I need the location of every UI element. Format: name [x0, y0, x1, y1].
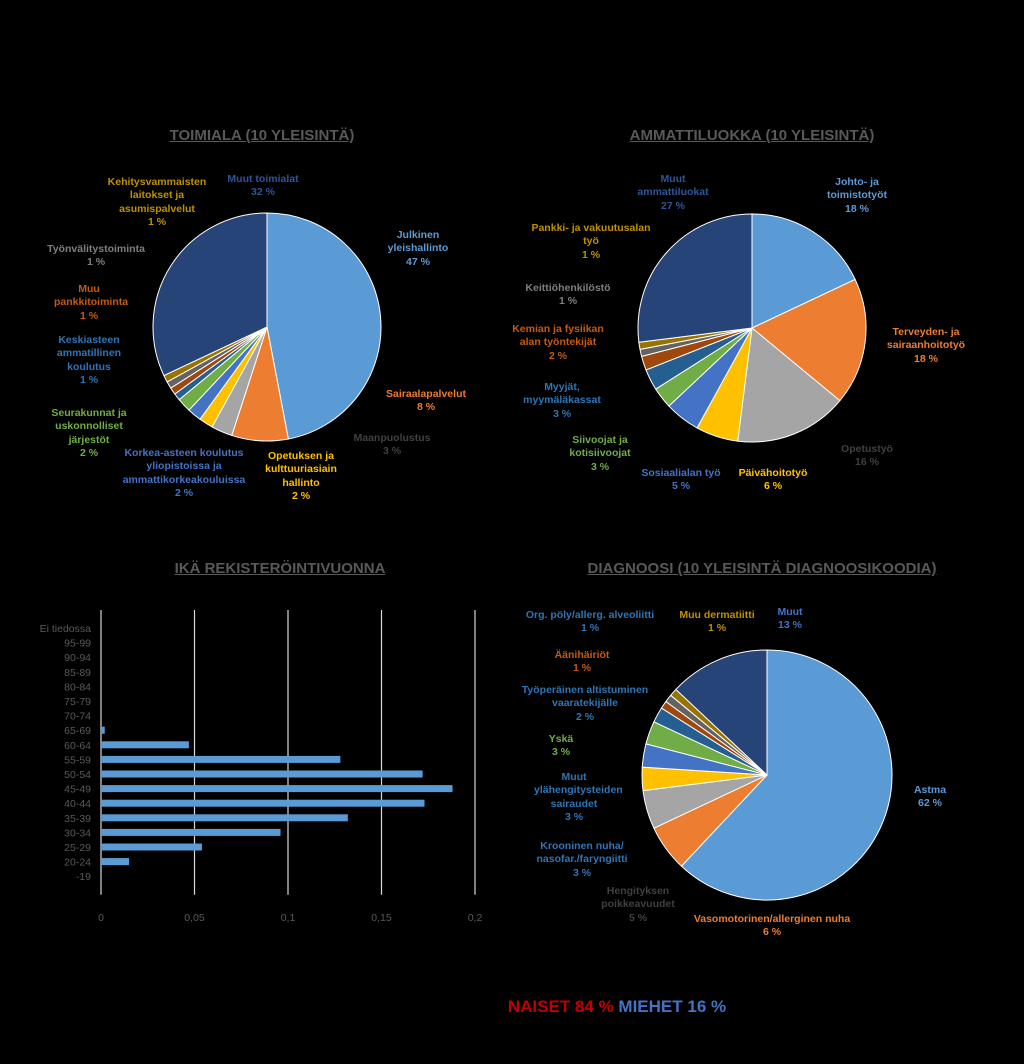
slice-label: Vasomotorinen/allerginen nuha 6 % — [693, 913, 851, 939]
y-tick-label: 95-99 — [64, 638, 91, 650]
pie-slice — [680, 649, 893, 901]
slice-label: Muut 13 % — [777, 606, 803, 632]
y-tick-label: 85-89 — [64, 667, 91, 679]
y-tick-label: Ei tiedossa — [40, 623, 92, 635]
slice-label: Päivähoitotyö 6 % — [738, 467, 808, 493]
slice-label: Työperäinen altistuminen vaaratekijälle 2… — [521, 684, 649, 723]
pie-slice — [751, 278, 867, 402]
slice-label: Seurakunnat ja uskonnolliset järjestöt 2 … — [51, 407, 127, 460]
bar-chart: 0 0,05 0,1 0,15 0,2 Ei tiedossa 95-99 90-94 85-8… — [40, 610, 483, 924]
slice-label: Maanpuolustus 3 % — [353, 432, 431, 458]
bar — [101, 785, 453, 793]
bar — [101, 799, 425, 807]
slice-label: Kemian ja fysiikan alan työntekijät 2 % — [512, 323, 604, 362]
chart-ika: IKÄ REKISTERÖINTIVUONNA 0 0,05 0,1 0,15 0,2 E… — [0, 540, 520, 940]
slice-label: Keskiasteen ammatillinen koulutus 1 % — [56, 334, 122, 387]
slice-label: Opetuksen ja kulttuuriasiain hallinto 2 % — [265, 450, 337, 503]
slice-label: Terveyden- ja sairaanhoitotyö 18 % — [886, 326, 966, 365]
slice-label: Siivoojat ja kotisiivoojat 3 % — [569, 434, 631, 473]
y-tick-label: 55-59 — [64, 754, 91, 766]
slice-label: Muu dermatiitti 1 % — [679, 609, 755, 635]
y-tick-label: 45-49 — [64, 784, 91, 796]
chart-title: IKÄ REKISTERÖINTIVUONNA — [174, 560, 386, 577]
bar — [101, 770, 423, 778]
bar — [101, 814, 348, 822]
x-tick-label: 0,15 — [371, 912, 392, 924]
slice-label: Korkea-asteen koulutus yliopistoissa ja … — [122, 447, 246, 500]
bar — [101, 828, 281, 836]
slice-label: Muut toimialat 32 % — [227, 173, 299, 199]
y-tick-label: 50-54 — [64, 769, 91, 781]
slice-label: Muu pankkitoiminta 1 % — [54, 283, 129, 322]
x-tick-label: 0,05 — [184, 912, 205, 924]
chart-title: TOIMIALA (10 YLEISINTÄ) — [169, 127, 355, 144]
chart-title: AMMATTILUOKKA (10 YLEISINTÄ) — [629, 127, 875, 144]
women-share: NAISET 84 % — [507, 997, 614, 1016]
y-tick-label: 60-64 — [64, 740, 91, 752]
slice-label: Astma 62 % — [913, 784, 947, 810]
pie-slice — [152, 212, 268, 377]
slice-label: Muut ammattiluokat 27 % — [637, 173, 709, 212]
y-tick-label: 20-24 — [64, 857, 91, 869]
slice-label: Pankki- ja vakuutusalan työ 1 % — [531, 222, 651, 261]
slice-label: Krooninen nuha/ nasofar./faryngiitti 3 % — [536, 840, 628, 879]
bar — [101, 858, 130, 866]
pie-slice — [266, 212, 382, 440]
bar — [101, 843, 202, 851]
slice-label: Sairaalapalvelut 8 % — [386, 388, 466, 414]
x-tick-label: 0 — [98, 912, 104, 924]
pie-slice — [737, 327, 841, 443]
pie-chart — [641, 649, 893, 901]
bar — [101, 726, 105, 734]
y-tick-label: 65-69 — [64, 725, 91, 737]
slice-label: Sosiaalialan työ 5 % — [641, 467, 721, 493]
pie-slice — [637, 213, 753, 343]
x-tick-label: 0,1 — [281, 912, 296, 924]
slice-label: Keittiöhenkilöstö 1 % — [525, 282, 611, 308]
slice-label: Opetustyö 16 % — [841, 443, 893, 469]
slice-label: Muut ylähengitysteiden sairaudet 3 % — [534, 771, 623, 824]
chart-title: DIAGNOOSI (10 YLEISINTÄ DIAGNOOSIKOODIA) — [587, 560, 937, 577]
y-tick-label: 70-74 — [64, 711, 91, 723]
chart-toimiala: TOIMIALA (10 YLEISINTÄ) Julkinen yleisha… — [0, 0, 520, 530]
slice-label: Kehitysvammaisten laitokset ja asumispal… — [107, 176, 207, 229]
chart-diagnoosi: DIAGNOOSI (10 YLEISINTÄ DIAGNOOSIKOODIA)… — [521, 560, 947, 939]
pie-chart — [637, 213, 867, 443]
slice-label: Äänihäiriöt 1 % — [554, 649, 610, 675]
slice-label: Julkinen yleishallinto 47 % — [387, 229, 449, 268]
slice-label: Johto- ja toimistotyöt 18 % — [826, 176, 888, 215]
slice-label: Myyjät, myymäläkassat 3 % — [523, 381, 601, 420]
y-tick-label: 75-79 — [64, 696, 91, 708]
men-share: MIEHET 16 % — [618, 997, 727, 1016]
slice-label: Yskä 3 % — [548, 733, 574, 759]
y-tick-label: 80-84 — [64, 681, 91, 693]
bar — [101, 755, 341, 763]
pie-chart — [152, 212, 382, 442]
y-tick-label: 25-29 — [64, 842, 91, 854]
x-tick-label: 0,2 — [468, 912, 483, 924]
slice-label: Hengityksen poikkeavuudet 5 % — [601, 885, 675, 924]
y-tick-label: 40-44 — [64, 798, 91, 810]
y-tick-label: 90-94 — [64, 652, 91, 664]
slice-label: Org. pöly/allerg. alveoliitti 1 % — [525, 609, 655, 635]
y-tick-label: 35-39 — [64, 813, 91, 825]
slice-label: Työnvälitystoiminta 1 % — [47, 243, 145, 269]
y-tick-label: -19 — [76, 871, 91, 883]
bar — [101, 741, 189, 749]
gender-split: NAISET 84 % MIEHET 16 % — [0, 997, 1024, 1017]
chart-ammattiluokka: AMMATTILUOKKA (10 YLEISINTÄ) Johto- ja t… — [0, 0, 1024, 530]
pie-slice — [751, 213, 856, 329]
pie-slice — [675, 649, 768, 777]
y-tick-label: 30-34 — [64, 827, 91, 839]
